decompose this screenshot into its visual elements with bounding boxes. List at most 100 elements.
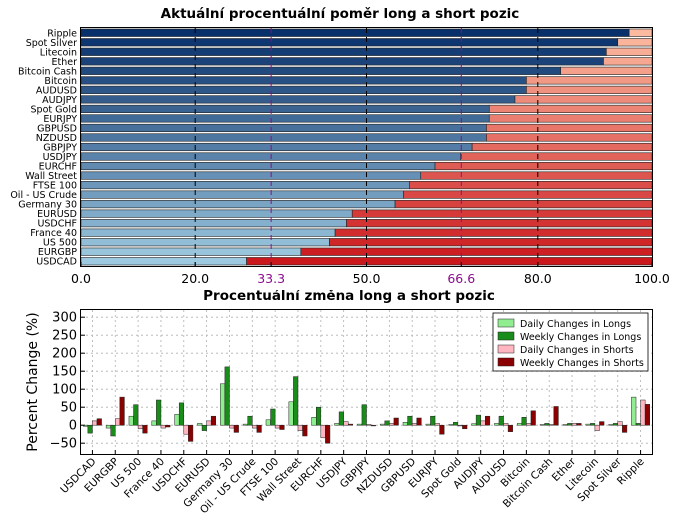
change-bar	[539, 424, 545, 426]
category-label: EURUSD	[37, 209, 77, 220]
change-bar	[105, 424, 111, 429]
change-bar	[156, 399, 162, 426]
short-bar	[460, 152, 653, 161]
change-bar	[544, 423, 550, 426]
change-bar	[453, 422, 459, 426]
category-label: USDJPY	[43, 152, 78, 163]
change-bar	[585, 423, 591, 426]
change-bar	[612, 423, 618, 426]
change-bar	[425, 423, 431, 426]
change-bar	[343, 421, 349, 426]
short-bar	[628, 28, 653, 37]
x-tick-label: 66.6	[447, 271, 475, 286]
category-label: France 40	[30, 228, 77, 239]
short-bar	[526, 85, 653, 94]
short-bar	[488, 104, 653, 113]
y-axis-label: Percent Change (%)	[25, 312, 41, 451]
change-bar	[434, 423, 440, 426]
long-bar	[80, 142, 473, 152]
legend-label: Weekly Changes in Longs	[520, 332, 641, 343]
change-bar	[430, 415, 436, 426]
category-label: FTSE 100	[33, 181, 77, 192]
long-bar	[80, 57, 604, 66]
long-bar	[80, 209, 353, 218]
change-bar	[288, 401, 294, 426]
short-bar	[603, 57, 653, 66]
long-bar	[80, 114, 490, 123]
short-bar	[471, 142, 653, 152]
change-bar	[252, 424, 258, 429]
category-label: AUDUSD	[36, 85, 77, 96]
change-bar	[338, 411, 344, 426]
legend-swatch	[497, 318, 515, 328]
change-bar	[206, 420, 212, 426]
change-bar	[590, 423, 596, 426]
x-tick-label: 100.0	[634, 271, 670, 286]
legend-swatch	[497, 357, 515, 367]
short-bar	[514, 95, 653, 104]
change-bar	[567, 423, 573, 426]
category-label: USDCAD	[36, 257, 77, 268]
change-bar	[316, 406, 322, 426]
change-bar	[361, 404, 367, 426]
change-bar	[320, 424, 326, 439]
short-bar	[486, 133, 653, 142]
change-bar	[334, 423, 340, 426]
long-bar	[80, 257, 247, 266]
change-bar	[526, 423, 532, 426]
short-bar	[617, 38, 653, 47]
y-tick-label: 0	[69, 419, 77, 434]
category-label: Ripple	[47, 28, 77, 39]
change-bar	[197, 423, 203, 426]
change-bar	[110, 424, 116, 437]
y-tick-label: 250	[52, 329, 77, 344]
change-bar	[256, 424, 262, 433]
change-bar	[229, 424, 235, 429]
short-bar	[526, 76, 653, 85]
change-bar	[178, 402, 185, 426]
short-bar	[329, 238, 653, 247]
category-label: AUDJPY	[42, 95, 77, 106]
category-label: Germany 30	[18, 200, 77, 211]
change-bar	[622, 424, 628, 433]
y-tick-label: 150	[52, 365, 77, 380]
category-label: Litecoin	[40, 47, 77, 58]
change-bar	[188, 424, 194, 442]
long-bar	[80, 247, 302, 256]
long-bar	[80, 228, 336, 237]
short-bar	[488, 114, 653, 123]
category-label: Ether	[52, 57, 78, 68]
plot-frame	[80, 309, 653, 455]
y-tick-label: 50	[60, 401, 77, 416]
change-bar	[516, 423, 523, 426]
change-bar	[448, 424, 454, 426]
change-bar	[274, 424, 280, 429]
category-label: Wall Street	[25, 171, 77, 182]
legend-label: Daily Changes in Shorts	[520, 345, 634, 356]
long-bar	[80, 200, 396, 209]
change-bar	[617, 421, 623, 426]
category-label: NZDUSD	[36, 133, 77, 144]
change-bar	[128, 415, 134, 426]
short-bar	[409, 181, 653, 190]
y-tick-label: −50	[50, 437, 77, 452]
change-bar	[457, 424, 463, 427]
legend-swatch	[497, 344, 515, 354]
short-bar	[351, 209, 653, 218]
change-bar	[210, 415, 217, 426]
change-bar	[220, 383, 226, 426]
short-bar	[346, 219, 653, 228]
short-bar	[486, 123, 653, 133]
short-bar	[420, 171, 653, 180]
change-bar	[553, 406, 559, 426]
x-tick-label: 0.0	[71, 271, 91, 286]
plot-frame	[80, 27, 653, 267]
category-label: EURCHF	[39, 162, 77, 173]
change-bar	[92, 420, 98, 426]
change-bar	[402, 422, 408, 426]
change-bar	[475, 414, 481, 426]
change-bar	[370, 424, 376, 427]
long-short-ratio-chart: Aktuální procentuální poměr long a short…	[10, 6, 670, 286]
change-bar	[411, 423, 417, 426]
